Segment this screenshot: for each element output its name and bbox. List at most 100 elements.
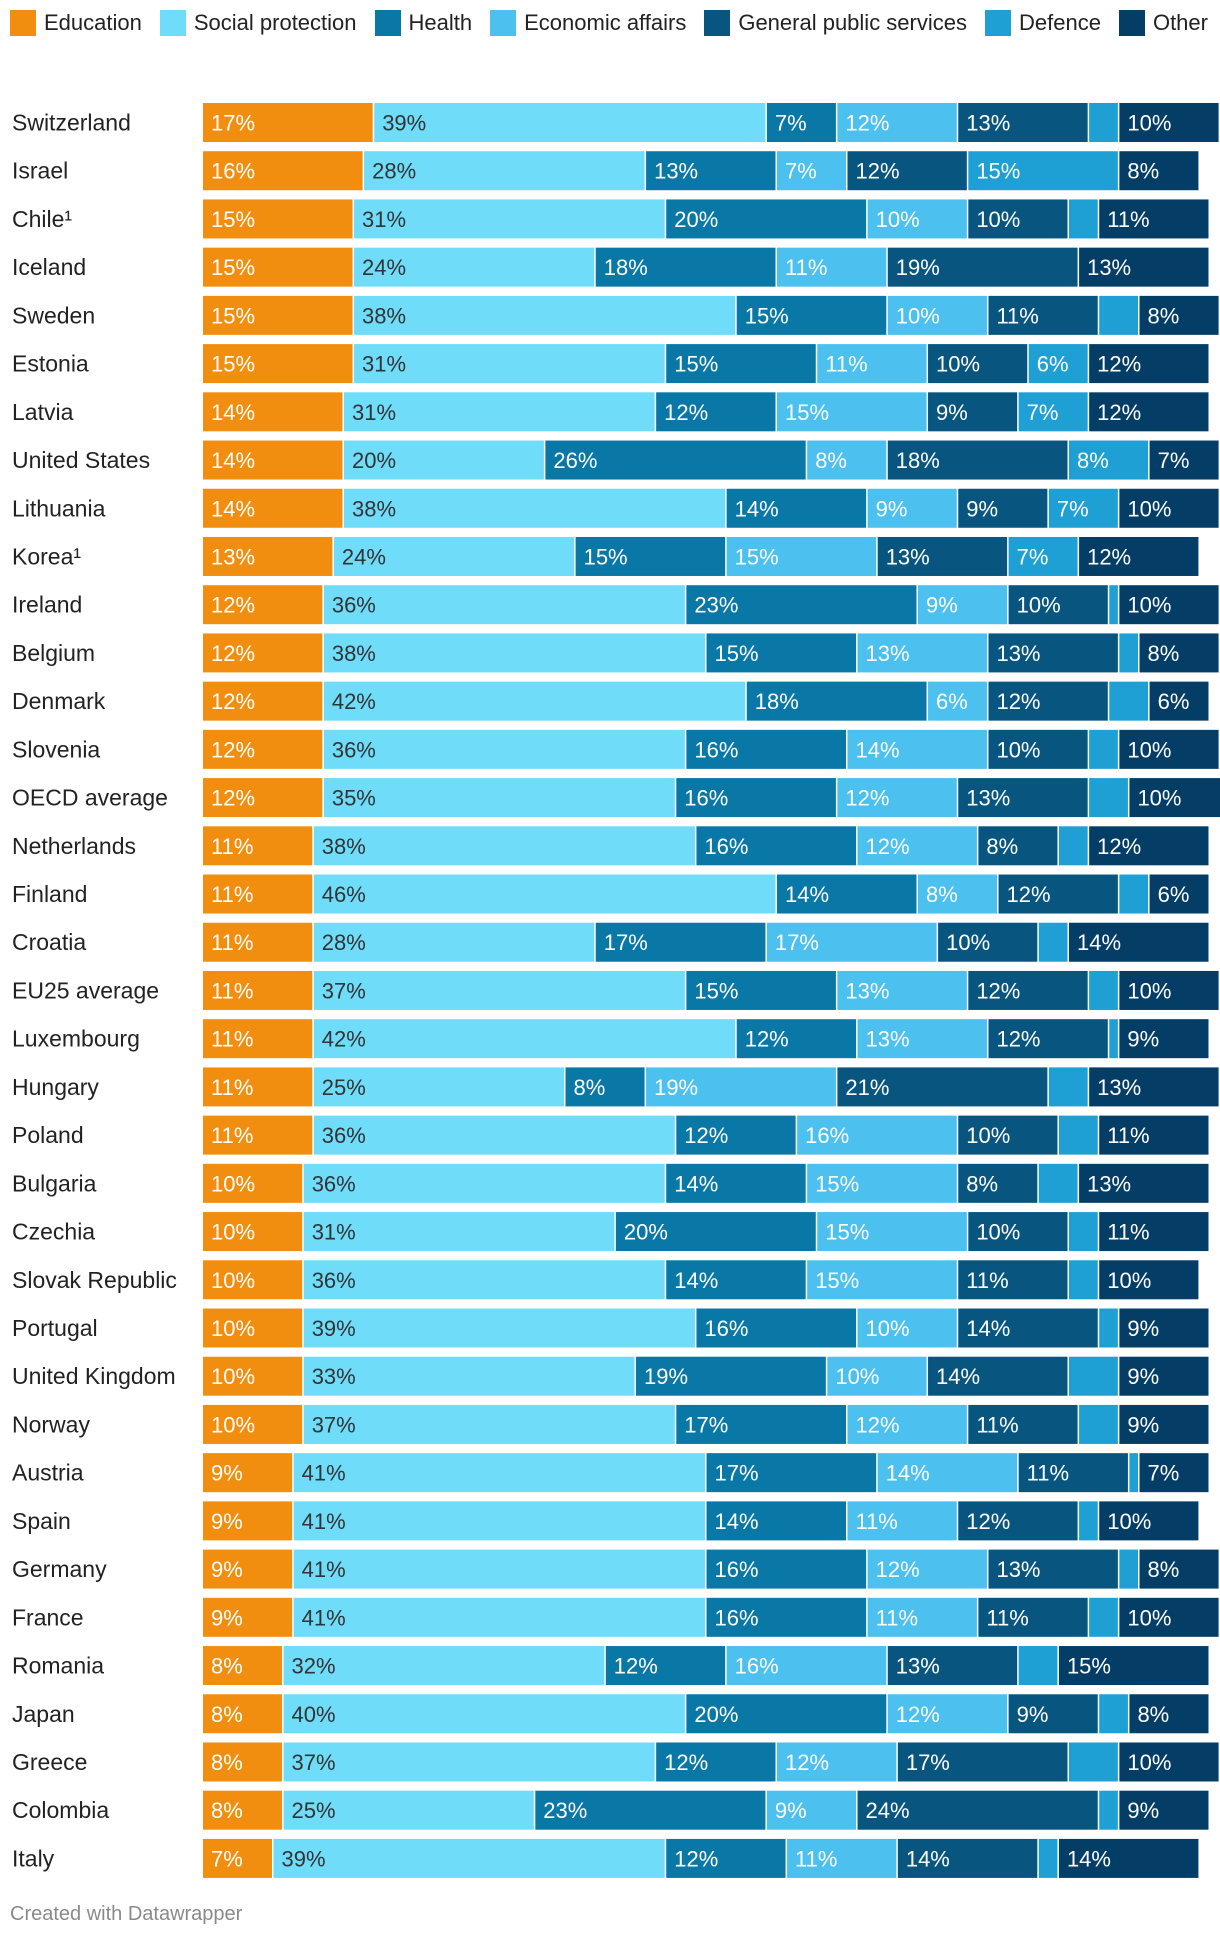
data-label: 12% [664,400,708,425]
data-label: 9% [1127,1027,1159,1052]
data-label: 16% [715,1557,759,1582]
data-label: 10% [1107,1509,1151,1534]
bar-segment [776,151,846,191]
bar-segment [1089,826,1209,866]
bar-segment [917,874,998,914]
data-label: 25% [322,1075,366,1100]
bar-segment [303,1308,695,1348]
data-label: 10% [1127,111,1171,136]
bar-segment [988,681,1108,721]
data-label: 8% [926,882,958,907]
bar-segment [565,1067,645,1107]
bar-segment [1149,440,1219,480]
category-label: Luxembourg [12,1026,140,1052]
data-label: 39% [312,1316,356,1341]
bar-segment [313,826,695,866]
data-label: 35% [332,786,376,811]
bar-segment [978,826,1058,866]
bar-segment [1089,344,1209,384]
bar-segment [998,874,1118,914]
category-label: Croatia [12,929,86,955]
bar-segment [203,199,353,239]
data-label: 15% [745,303,789,328]
bar-segment [1099,1694,1128,1734]
data-label: 20% [674,207,718,232]
bar-segment [897,1742,1068,1782]
data-label: 14% [855,737,899,762]
bar-segment [364,151,645,191]
bar-segment [1119,1308,1209,1348]
data-label: 9% [1127,1412,1159,1437]
bar-segment [203,1212,303,1252]
data-label: 19% [654,1075,698,1100]
category-label: Germany [12,1556,107,1582]
bar-segment [203,392,343,432]
bar-segment [646,1067,836,1107]
bar-segment [968,1404,1078,1444]
data-label: 8% [211,1750,243,1775]
bar-segment [726,536,877,576]
bar-segment [887,295,987,335]
bar-segment [1119,103,1219,142]
data-label: 36% [332,737,376,762]
bar-segment [1048,488,1118,528]
bar-segment [1069,1260,1098,1300]
bar-segment [726,488,867,528]
bar-segment [354,199,665,239]
data-label: 12% [785,1750,829,1775]
data-label: 10% [835,1364,879,1389]
data-label: 24% [362,255,406,280]
data-label: 14% [886,1461,930,1486]
bar-segment [203,1404,303,1444]
data-label: 7% [785,159,817,184]
data-label: 9% [775,1798,807,1823]
bar-segment [1119,585,1219,625]
data-label: 8% [1148,641,1180,666]
data-label: 17% [715,1461,759,1486]
data-label: 42% [332,689,376,714]
bar-segment [837,778,957,818]
data-label: 12% [211,593,255,618]
bar-segment [676,1404,846,1444]
data-label: 9% [926,593,958,618]
data-label: 20% [624,1220,668,1245]
category-label: Belgium [12,640,95,666]
bar-segment [807,440,887,480]
bar-segment [917,585,1008,625]
data-label: 13% [966,786,1010,811]
data-label: 16% [805,1123,849,1148]
bar-segment [313,970,685,1010]
legend-label: Health [408,10,473,35]
data-label: 12% [896,1702,940,1727]
bar-segment [867,1597,977,1637]
bar-segment [837,103,957,142]
data-label: 14% [674,1268,718,1293]
bar-segment [1119,1790,1209,1830]
data-label: 15% [825,1220,869,1245]
bar-segment [958,1501,1078,1541]
data-label: 36% [332,593,376,618]
bar-segment [203,1019,313,1059]
bar-segment [1099,1308,1118,1348]
bar-segment [1149,681,1209,721]
legend-label: General public services [738,10,967,35]
bar-segment [1089,970,1118,1010]
category-label: United States [12,447,150,473]
bar-segment [293,1549,705,1589]
category-label: Netherlands [12,833,136,859]
data-label: 18% [604,255,648,280]
bar-segment [203,488,343,528]
data-label: 16% [694,737,738,762]
data-label: 12% [211,689,255,714]
bar-segment [283,1694,685,1734]
data-label: 42% [322,1027,366,1052]
data-label: 8% [211,1702,243,1727]
data-label: 10% [211,1171,255,1196]
data-label: 10% [1127,593,1171,618]
bar-segment [766,1790,857,1830]
bar-segment [666,1260,806,1300]
bar-segment [958,1115,1058,1155]
bar-segment [374,103,766,142]
data-label: 13% [966,111,1010,136]
